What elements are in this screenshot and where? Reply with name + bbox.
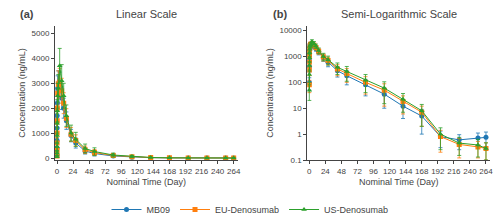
- svg-text:0.1: 0.1: [291, 156, 303, 165]
- svg-text:264: 264: [479, 167, 493, 176]
- svg-text:240: 240: [211, 167, 225, 176]
- svg-text:4000: 4000: [32, 54, 50, 63]
- svg-text:24: 24: [69, 167, 78, 176]
- svg-text:48: 48: [85, 167, 94, 176]
- svg-text:1000: 1000: [32, 129, 50, 138]
- svg-text:100: 100: [288, 78, 302, 87]
- svg-text:144: 144: [147, 167, 161, 176]
- svg-text:168: 168: [415, 167, 429, 176]
- svg-text:(a): (a): [20, 8, 34, 20]
- svg-text:168: 168: [163, 167, 177, 176]
- svg-text:0: 0: [55, 167, 60, 176]
- svg-text:Semi-Logarithmic Scale: Semi-Logarithmic Scale: [341, 8, 457, 20]
- svg-text:72: 72: [353, 167, 362, 176]
- svg-text:10000: 10000: [279, 26, 302, 35]
- svg-text:1: 1: [297, 130, 302, 139]
- svg-text:48: 48: [337, 167, 346, 176]
- svg-text:264: 264: [227, 167, 241, 176]
- svg-text:Concentration (ng/mL): Concentration (ng/mL): [17, 48, 27, 138]
- svg-text:0: 0: [45, 154, 50, 163]
- svg-text:3000: 3000: [32, 79, 50, 88]
- svg-text:US-Denosumab: US-Denosumab: [324, 205, 388, 215]
- svg-text:Nominal Time (Day): Nominal Time (Day): [107, 177, 187, 187]
- svg-text:192: 192: [179, 167, 193, 176]
- svg-text:96: 96: [117, 167, 126, 176]
- svg-text:10: 10: [293, 104, 302, 113]
- svg-text:120: 120: [383, 167, 397, 176]
- svg-text:1000: 1000: [284, 52, 302, 61]
- svg-text:0: 0: [307, 167, 312, 176]
- svg-text:96: 96: [369, 167, 378, 176]
- svg-text:MB09: MB09: [147, 205, 171, 215]
- svg-text:240: 240: [463, 167, 477, 176]
- svg-text:Nominal Time (Day): Nominal Time (Day): [359, 177, 439, 187]
- svg-text:2000: 2000: [32, 104, 50, 113]
- svg-text:5000: 5000: [32, 29, 50, 38]
- svg-text:(b): (b): [273, 8, 287, 20]
- svg-text:Concentration (ng/mL): Concentration (ng/mL): [265, 48, 275, 138]
- svg-text:Linear Scale: Linear Scale: [116, 8, 177, 20]
- svg-text:216: 216: [195, 167, 209, 176]
- svg-text:EU-Denosumab: EU-Denosumab: [215, 205, 279, 215]
- svg-text:72: 72: [101, 167, 110, 176]
- svg-text:192: 192: [431, 167, 445, 176]
- svg-text:216: 216: [447, 167, 461, 176]
- svg-text:120: 120: [131, 167, 145, 176]
- svg-text:24: 24: [321, 167, 330, 176]
- svg-text:144: 144: [399, 167, 413, 176]
